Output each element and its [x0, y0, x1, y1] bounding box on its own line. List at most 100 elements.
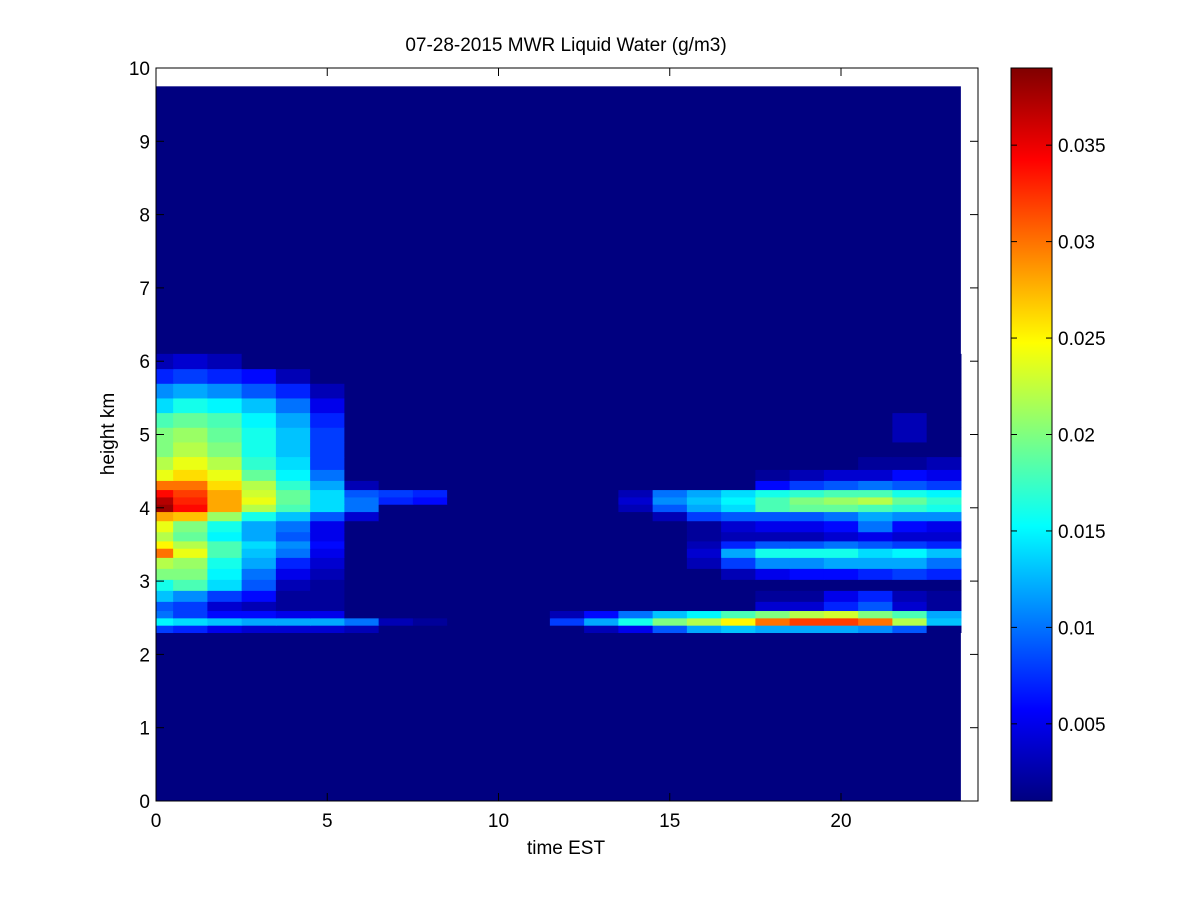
heatmap-cell	[515, 548, 551, 558]
heatmap-cell	[412, 480, 448, 491]
y-tick-label: 6	[139, 352, 150, 373]
heatmap-cell	[207, 469, 243, 481]
heatmap-cell	[652, 540, 688, 549]
heatmap-cell	[618, 520, 654, 533]
heatmap-cell	[686, 456, 722, 470]
heatmap-cell	[686, 469, 722, 481]
heatmap-cell	[618, 590, 654, 602]
heatmap-cell	[378, 540, 414, 549]
heatmap-cell	[858, 441, 893, 458]
heatmap-cell	[549, 480, 585, 491]
heatmap-cell	[652, 579, 688, 591]
heatmap-cell	[652, 625, 688, 634]
heatmap-cell	[344, 427, 380, 443]
heatmap-cell	[275, 568, 311, 580]
heatmap-cell	[789, 617, 825, 626]
heatmap-cell	[173, 610, 208, 619]
heatmap-cell	[652, 353, 688, 370]
heatmap-cell	[789, 520, 825, 533]
heatmap-cell	[173, 504, 208, 513]
heatmap-cell	[926, 383, 962, 399]
heatmap-cell	[858, 617, 893, 626]
heatmap-cell	[275, 427, 311, 443]
heatmap-cell	[549, 601, 585, 612]
heatmap-cell	[156, 540, 174, 549]
heatmap-cell	[515, 511, 551, 522]
heatmap-cell	[549, 504, 585, 513]
heatmap-cell	[686, 540, 722, 549]
heatmap-cell	[275, 412, 311, 428]
heatmap-cell	[310, 520, 345, 533]
y-axis: 0 1 2 3 4 5 6 7 8 9 10	[129, 59, 978, 813]
heatmap-cell	[926, 368, 962, 384]
heatmap-cell	[275, 496, 311, 505]
heatmap-cell	[378, 456, 414, 470]
colorbar-ticks: 0.005 0.01 0.015 0.02 0.025 0.03 0.035	[1011, 136, 1106, 736]
heatmap-cell	[549, 540, 585, 549]
heatmap-cell	[721, 590, 756, 602]
heatmap-cell	[447, 353, 482, 370]
heatmap-cell	[618, 548, 654, 558]
heatmap-cell	[156, 511, 174, 522]
heatmap-cell	[310, 531, 345, 542]
x-tick-label: 5	[322, 811, 333, 832]
heatmap-cell	[549, 520, 585, 533]
heatmap-cells	[156, 86, 962, 801]
y-tick-label: 7	[139, 279, 150, 300]
heatmap-cell	[892, 480, 928, 491]
heatmap-cell	[447, 540, 482, 549]
heatmap-cell	[584, 511, 619, 522]
heatmap-cell	[549, 579, 585, 591]
heatmap-cell	[275, 511, 311, 522]
heatmap-cell	[310, 469, 345, 481]
heatmap-cell	[584, 496, 619, 505]
heatmap-cell	[447, 610, 482, 619]
heatmap-cell	[412, 548, 448, 558]
heatmap-cell	[412, 412, 448, 428]
heatmap-cell	[721, 441, 756, 458]
heatmap-cell	[686, 531, 722, 542]
heatmap-cell	[207, 610, 243, 619]
y-axis-label: height km	[98, 393, 119, 475]
heatmap-cell	[823, 520, 859, 533]
heatmap-cell	[412, 427, 448, 443]
heatmap-cell	[652, 568, 688, 580]
heatmap-cell	[755, 590, 791, 602]
heatmap-cell	[515, 469, 551, 481]
heatmap-cell	[755, 540, 791, 549]
heatmap-cell	[447, 469, 482, 481]
heatmap-cell	[241, 531, 277, 542]
heatmap-cell	[789, 557, 825, 569]
heatmap-cell	[686, 397, 722, 414]
heatmap-cell	[584, 531, 619, 542]
heatmap-cell	[755, 610, 791, 619]
heatmap-cell	[378, 353, 414, 370]
heatmap-cell	[173, 480, 208, 491]
heatmap-cell	[173, 601, 208, 612]
heatmap-cell	[412, 531, 448, 542]
heatmap-cell	[481, 368, 517, 384]
heatmap-cell	[618, 579, 654, 591]
heatmap-cell	[926, 456, 962, 470]
heatmap-cell	[618, 531, 654, 542]
heatmap-cell	[515, 441, 551, 458]
heatmap-cell	[789, 469, 825, 481]
heatmap-cell	[481, 489, 517, 498]
heatmap-cell	[310, 504, 345, 513]
heatmap-cell	[447, 625, 482, 634]
heatmap-cell	[789, 427, 825, 443]
heatmap-cell	[207, 353, 243, 370]
heatmap-cell	[156, 601, 174, 612]
heatmap-cell	[823, 496, 859, 505]
heatmap-cell	[652, 590, 688, 602]
heatmap-cell	[584, 456, 619, 470]
y-tick-label: 10	[129, 59, 150, 80]
heatmap-cell	[515, 412, 551, 428]
heatmap-cell	[275, 540, 311, 549]
heatmap-cell	[549, 557, 585, 569]
heatmap-cell	[310, 368, 345, 384]
heatmap-cell	[686, 548, 722, 558]
heatmap-cell	[652, 520, 688, 533]
heatmap-cell	[275, 441, 311, 458]
colorbar-tick-label: 0.025	[1058, 329, 1106, 350]
